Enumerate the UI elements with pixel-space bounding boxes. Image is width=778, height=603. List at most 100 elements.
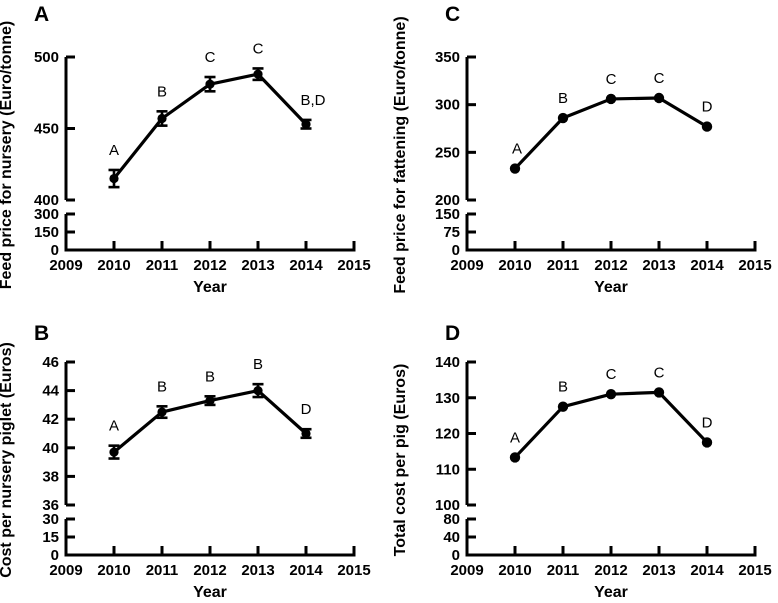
panel-letter: C bbox=[445, 3, 460, 26]
data-point bbox=[653, 387, 665, 398]
data-point bbox=[509, 163, 521, 174]
data-point bbox=[205, 396, 215, 406]
point-annotation: C bbox=[253, 40, 264, 57]
x-tick-label: 2010 bbox=[97, 562, 130, 579]
x-tick-label: 2011 bbox=[547, 562, 580, 579]
point-annotation: B bbox=[253, 356, 263, 373]
point-annotation: A bbox=[510, 429, 520, 446]
x-tick-label: 2011 bbox=[146, 257, 179, 274]
x-tick-label: 2015 bbox=[738, 257, 771, 274]
y-axis-label: Feed price for fattening (Euro/tonne) bbox=[392, 16, 409, 293]
y-tick-label: 150 bbox=[34, 224, 59, 241]
data-point bbox=[205, 79, 215, 89]
point-annotation: A bbox=[109, 142, 119, 159]
point-annotation: D bbox=[301, 401, 312, 418]
data-line bbox=[513, 96, 709, 171]
y-tick-label: 130 bbox=[435, 390, 460, 407]
y-tick-label: 140 bbox=[435, 354, 460, 371]
panel-letter: A bbox=[34, 3, 49, 26]
point-annotation: A bbox=[512, 141, 522, 158]
x-tick-label: 2012 bbox=[594, 562, 627, 579]
point-annotation: C bbox=[654, 70, 665, 87]
point-annotation: C bbox=[654, 364, 665, 381]
y-tick-label: 42 bbox=[42, 411, 59, 428]
data-point bbox=[253, 69, 263, 79]
point-annotation: C bbox=[606, 71, 617, 88]
y-axis-label: Feed price for nursery (Euro/tonne) bbox=[0, 21, 15, 289]
y-tick-label: 300 bbox=[435, 97, 460, 114]
x-tick-label: 2010 bbox=[97, 257, 130, 274]
y-tick-label: 36 bbox=[42, 497, 59, 514]
data-point bbox=[557, 401, 569, 412]
y-tick-label: 200 bbox=[435, 192, 460, 209]
data-point bbox=[509, 452, 521, 463]
y-tick-label: 15 bbox=[42, 529, 59, 546]
x-tick-label: 2013 bbox=[241, 562, 274, 579]
y-tick-label: 250 bbox=[435, 144, 460, 161]
data-point bbox=[653, 92, 665, 104]
data-point bbox=[701, 121, 713, 132]
y-tick-label: 44 bbox=[42, 383, 59, 400]
point-annotation: B bbox=[205, 368, 215, 385]
x-tick-label: 2012 bbox=[594, 257, 627, 274]
y-tick-label: 0 bbox=[51, 547, 59, 564]
y-tick-label: 0 bbox=[452, 547, 460, 564]
x-tick-label: 2011 bbox=[146, 562, 179, 579]
y-tick-label: 300 bbox=[34, 206, 59, 223]
x-tick-label: 2009 bbox=[49, 257, 82, 274]
panel-letter: D bbox=[445, 322, 460, 345]
y-tick-label: 350 bbox=[435, 49, 460, 66]
x-tick-label: 2014 bbox=[289, 562, 323, 579]
panel-a-chart: A Feed price for nursery (Euro/tonne) 400 4… bbox=[0, 3, 371, 296]
y-axis-label: Cost per nursery piglet (Euros) bbox=[0, 342, 15, 578]
data-point bbox=[301, 119, 311, 129]
data-point bbox=[605, 93, 617, 105]
point-annotation: B bbox=[157, 378, 167, 395]
data-point bbox=[605, 388, 617, 400]
x-tick-label: 2010 bbox=[498, 257, 531, 274]
x-tick-label: 2013 bbox=[642, 257, 675, 274]
y-tick-label: 450 bbox=[34, 121, 59, 138]
panel-c-chart: C Feed price for fattening (Euro/tonne) 20… bbox=[392, 3, 772, 296]
panel-letter: B bbox=[34, 322, 49, 345]
data-point bbox=[253, 386, 263, 396]
data-point bbox=[109, 173, 119, 184]
y-tick-label: 80 bbox=[443, 511, 460, 528]
x-tick-label: 2013 bbox=[642, 562, 675, 579]
x-axis-title: Year bbox=[193, 279, 227, 296]
data-line bbox=[513, 390, 709, 460]
y-tick-label: 500 bbox=[34, 49, 59, 66]
x-tick-label: 2012 bbox=[193, 257, 226, 274]
data-point bbox=[701, 437, 713, 448]
x-tick-label: 2009 bbox=[49, 562, 82, 579]
data-point bbox=[157, 407, 167, 417]
data-point bbox=[109, 447, 119, 457]
y-tick-label: 150 bbox=[435, 206, 460, 223]
x-tick-label: 2014 bbox=[690, 562, 724, 579]
x-tick-label: 2013 bbox=[241, 257, 274, 274]
y-tick-label: 40 bbox=[443, 529, 460, 546]
y-tick-label: 100 bbox=[435, 497, 460, 514]
y-tick-label: 0 bbox=[51, 242, 59, 259]
point-annotation: A bbox=[109, 418, 119, 435]
x-tick-label: 2011 bbox=[547, 257, 580, 274]
x-axis-title: Year bbox=[594, 584, 628, 601]
x-tick-label: 2009 bbox=[450, 562, 483, 579]
point-annotation: D bbox=[702, 99, 713, 116]
point-annotation: B,D bbox=[300, 92, 325, 109]
y-tick-label: 30 bbox=[42, 511, 59, 528]
y-tick-label: 110 bbox=[436, 461, 460, 478]
x-tick-label: 2012 bbox=[193, 562, 226, 579]
y-tick-label: 40 bbox=[42, 440, 59, 457]
point-annotation: C bbox=[606, 366, 617, 383]
x-tick-label: 2014 bbox=[690, 257, 724, 274]
point-annotation: B bbox=[558, 90, 568, 107]
point-annotation: B bbox=[157, 83, 167, 100]
x-tick-label: 2015 bbox=[738, 562, 771, 579]
x-tick-label: 2010 bbox=[498, 562, 531, 579]
point-annotation: C bbox=[205, 49, 216, 66]
x-tick-label: 2015 bbox=[337, 562, 370, 579]
y-tick-label: 46 bbox=[42, 354, 59, 371]
panel-d-chart: D Total cost per pig (Euros) 100 110 120 130 1… bbox=[392, 322, 772, 601]
x-tick-label: 2009 bbox=[450, 257, 483, 274]
